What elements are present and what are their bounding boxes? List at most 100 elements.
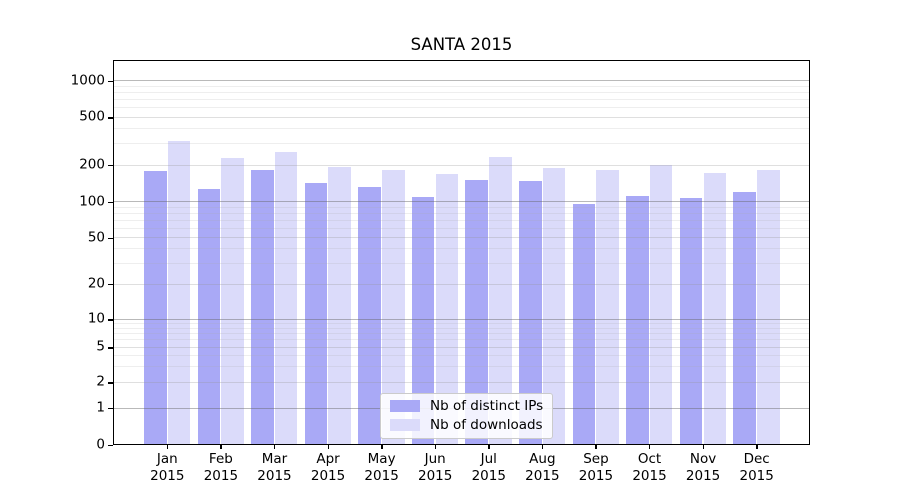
x-label-month: Aug xyxy=(529,451,556,467)
x-tick-label-jan: Jan 2015 xyxy=(150,451,184,485)
x-tick-label-jun: Jun 2015 xyxy=(418,451,452,485)
x-label-year: 2015 xyxy=(203,468,239,484)
bar-downloads-oct xyxy=(649,165,673,444)
bar-downloads-may xyxy=(382,169,405,444)
x-tick-label-apr: Apr 2015 xyxy=(311,451,345,485)
minor-gridline-600 xyxy=(114,107,809,109)
x-tick-label-nov: Nov 2015 xyxy=(686,451,720,485)
legend-swatch-distinct-ips xyxy=(390,400,420,412)
x-tickmark-jun xyxy=(434,445,437,449)
x-tickmark-may xyxy=(381,445,383,449)
x-tickmark-oct xyxy=(649,445,651,449)
chart-title: SANTA 2015 xyxy=(410,35,513,54)
x-label-year: 2015 xyxy=(685,468,721,484)
y-tickmark-200 xyxy=(108,165,113,167)
legend-item-distinct-ips: Nb of distinct IPs xyxy=(390,398,543,414)
minor-gridline-900 xyxy=(114,85,809,87)
x-tickmark-mar xyxy=(273,445,276,449)
x-label-year: 2015 xyxy=(257,468,292,484)
bar-distinct-ips-mar xyxy=(251,169,274,444)
bar-distinct-ips-sep xyxy=(572,204,596,444)
bar-distinct-ips-oct xyxy=(626,195,649,444)
bar-downloads-mar xyxy=(274,152,298,444)
x-label-month: Sep xyxy=(583,451,609,467)
x-label-month: May xyxy=(367,451,396,467)
x-label-year: 2015 xyxy=(150,468,185,484)
gridline-200 xyxy=(114,164,809,166)
minor-gridline-300 xyxy=(114,143,809,145)
x-tickmark-jan xyxy=(166,445,169,449)
y-tickmark-5 xyxy=(108,347,113,349)
y-tickmark-20 xyxy=(108,284,113,286)
x-label-month: Mar xyxy=(261,451,288,467)
x-label-year: 2015 xyxy=(525,468,560,484)
x-label-year: 2015 xyxy=(739,468,774,484)
y-tick-label-1000: 1000 xyxy=(70,72,105,89)
legend-swatch-downloads xyxy=(390,419,420,431)
y-tick-label-0: 0 xyxy=(96,436,105,453)
bar-downloads-feb xyxy=(221,157,244,444)
x-tick-label-dec: Dec 2015 xyxy=(739,451,773,485)
y-tick-label-100: 100 xyxy=(79,193,105,210)
y-tickmark-0 xyxy=(108,445,113,447)
x-tick-label-aug: Aug 2015 xyxy=(525,451,559,485)
x-tickmark-nov xyxy=(702,445,704,449)
bar-downloads-nov xyxy=(703,173,726,444)
y-tickmark-500 xyxy=(108,117,113,119)
x-label-month: Dec xyxy=(743,451,770,467)
x-label-year: 2015 xyxy=(364,468,399,484)
bar-distinct-ips-may xyxy=(358,186,381,444)
minor-gridline-400 xyxy=(114,128,809,130)
x-label-year: 2015 xyxy=(310,468,346,484)
x-tick-label-jul: Jul 2015 xyxy=(472,451,506,485)
legend: Nb of distinct IPs Nb of downloads xyxy=(380,393,554,439)
bar-downloads-apr xyxy=(328,166,351,444)
plot-area: Nb of distinct IPs Nb of downloads xyxy=(113,60,810,445)
y-tickmark-1000 xyxy=(108,80,113,83)
bar-downloads-jul xyxy=(489,157,512,444)
legend-label-downloads: Nb of downloads xyxy=(430,417,543,433)
x-tickmark-apr xyxy=(327,445,329,449)
bar-downloads-aug xyxy=(542,168,566,444)
gridline-500 xyxy=(114,116,809,118)
bar-distinct-ips-dec xyxy=(733,191,756,444)
x-label-month: Feb xyxy=(208,451,233,467)
y-tick-label-20: 20 xyxy=(87,275,105,292)
x-tickmark-feb xyxy=(220,445,222,449)
x-label-month: Jun xyxy=(424,451,446,467)
bar-downloads-jun xyxy=(435,173,459,444)
y-tickmark-50 xyxy=(108,237,113,240)
x-label-month: Jan xyxy=(156,451,178,467)
y-tick-label-500: 500 xyxy=(79,108,105,125)
x-label-year: 2015 xyxy=(418,468,453,484)
bar-distinct-ips-apr xyxy=(304,182,328,444)
bar-distinct-ips-aug xyxy=(519,181,542,444)
y-tick-label-50: 50 xyxy=(87,229,105,246)
y-tickmark-1 xyxy=(108,408,113,410)
legend-label-distinct-ips: Nb of distinct IPs xyxy=(430,398,544,414)
legend-item-downloads: Nb of downloads xyxy=(390,417,543,433)
y-tick-label-10: 10 xyxy=(87,310,105,327)
y-tick-label-2: 2 xyxy=(96,373,105,390)
x-tick-label-mar: Mar 2015 xyxy=(257,451,291,485)
bar-distinct-ips-jul xyxy=(465,179,488,444)
x-label-month: Oct xyxy=(637,451,662,467)
x-label-year: 2015 xyxy=(632,468,667,484)
minor-gridline-700 xyxy=(114,99,809,101)
y-tick-label-1: 1 xyxy=(96,399,105,416)
bar-downloads-jan xyxy=(167,141,191,444)
bar-downloads-sep xyxy=(596,170,619,444)
bar-distinct-ips-nov xyxy=(679,198,703,444)
y-tick-label-200: 200 xyxy=(79,156,105,173)
x-tickmark-sep xyxy=(595,445,597,449)
gridline-1000 xyxy=(114,80,809,82)
x-tick-label-sep: Sep 2015 xyxy=(579,451,613,485)
x-label-month: Apr xyxy=(316,451,340,467)
y-tickmark-2 xyxy=(108,382,113,384)
x-tickmark-jul xyxy=(488,445,490,449)
y-tick-label-5: 5 xyxy=(96,338,105,355)
x-label-year: 2015 xyxy=(471,468,506,484)
bar-downloads-dec xyxy=(757,169,780,444)
y-tickmark-100 xyxy=(108,201,113,204)
